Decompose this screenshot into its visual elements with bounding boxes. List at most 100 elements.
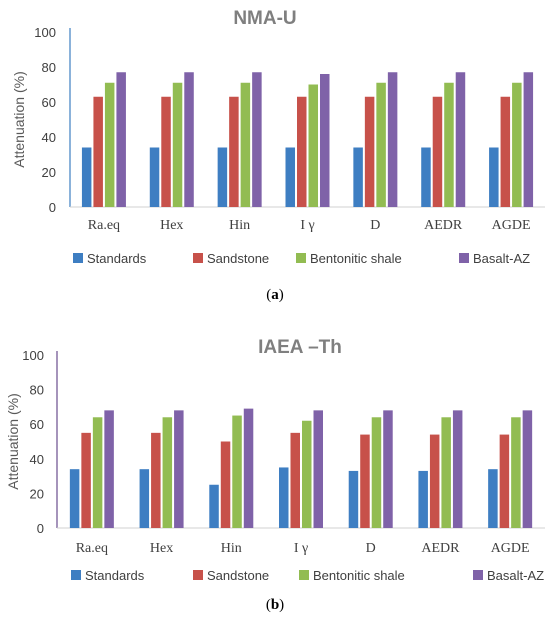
chart-a-y-tick-20: 20 — [42, 165, 56, 180]
chart-a-legend-label-3: Bentonitic shale — [310, 251, 402, 266]
chart-a-bar-4-1 — [116, 72, 126, 207]
chart-b-bar-1-6 — [418, 470, 428, 528]
chart-a-bar-1-5 — [353, 147, 363, 207]
chart-b-title: IAEA –Th — [258, 337, 342, 358]
chart-a-bar-4-3 — [252, 72, 262, 207]
chart-b-bar-2-7 — [499, 434, 510, 528]
chart-b-legend-label-3: Bentonitic shale — [313, 568, 405, 583]
chart-a-y-tick-100: 100 — [34, 25, 56, 40]
chart-b-x-tick-2: Hex — [150, 541, 173, 556]
chart-a-bar-1-1 — [81, 147, 92, 207]
chart-a-bar-4-2 — [184, 72, 194, 207]
chart-b-legend-swatch-1 — [71, 570, 81, 580]
chart-b-y-tick-80: 80 — [30, 383, 44, 398]
chart-a-bar-4-7 — [523, 72, 534, 207]
chart-b-bar-2-1 — [81, 432, 91, 528]
chart-b-bar-2-2 — [151, 432, 161, 528]
chart-a-x-tick-4: I γ — [300, 218, 314, 233]
chart-a-bar-3-5 — [376, 82, 386, 207]
chart-b-x-tick-5: D — [366, 541, 376, 556]
chart-b-bar-4-3 — [243, 408, 254, 528]
chart-b-svg: IAEA –Th Attenuation (%) 0 20 40 60 80 100 Ra.eq… — [5, 337, 545, 583]
chart-b-x-tick-3: Hin — [221, 541, 242, 556]
chart-b-y-tick-60: 60 — [30, 417, 44, 432]
chart-a-y-tick-0: 0 — [49, 200, 56, 215]
chart-a-bar-1-2 — [149, 147, 160, 207]
chart-a-bar-3-7 — [512, 82, 522, 207]
chart-b-bar-4-6 — [452, 410, 463, 528]
chart-a-bar-1-6 — [421, 147, 431, 207]
chart-b-bar-1-4 — [279, 467, 289, 528]
chart-b-bar-3-6 — [441, 417, 451, 528]
chart-a-bar-2-6 — [432, 96, 443, 207]
chart-b-bar-4-1 — [104, 410, 114, 528]
chart-b-bar-2-6 — [429, 434, 440, 528]
chart-b-bar-4-4 — [313, 410, 323, 528]
chart-b-bar-3-5 — [371, 417, 382, 528]
subfigure-label-b: (b) — [265, 597, 285, 613]
chart-a-bar-3-4 — [308, 84, 318, 207]
chart-a-bar-2-2 — [161, 96, 171, 207]
chart-b-x-tick-4: I γ — [294, 541, 308, 556]
chart-b-legend-swatch-2 — [193, 570, 203, 580]
chart-b-bar-2-4 — [290, 432, 300, 528]
chart-a-x-tick-6: AEDR — [424, 218, 463, 233]
chart-a-legend-swatch-4 — [459, 253, 469, 263]
chart-b-bar-4-7 — [522, 410, 533, 528]
chart-a-y-tick-40: 40 — [42, 130, 56, 145]
chart-b-bar-1-1 — [69, 469, 80, 528]
chart-b-y-axis-label: Attenuation (%) — [5, 393, 21, 490]
chart-a-bar-2-5 — [364, 96, 375, 207]
chart-b-y-tick-0: 0 — [37, 521, 44, 536]
chart-a-bar-4-6 — [455, 72, 466, 207]
chart-b-bar-3-1 — [92, 417, 103, 528]
chart-a-bar-1-7 — [489, 147, 499, 207]
chart-b-bar-1-5 — [348, 470, 359, 528]
chart-a-title: NMA-U — [233, 8, 296, 29]
chart-a-x-tick-7: AGDE — [492, 218, 531, 233]
chart-a-bar-3-2 — [172, 82, 183, 207]
chart-a-legend-swatch-3 — [296, 253, 306, 263]
chart-b-legend-label-4: Basalt-AZ — [487, 568, 544, 583]
chart-a-bar-1-4 — [285, 147, 295, 207]
chart-a-bar-4-4 — [320, 74, 330, 207]
chart-b-bar-1-3 — [209, 484, 219, 528]
chart-b-x-tick-6: AEDR — [421, 541, 460, 556]
chart-a-svg: NMA-U Attenuation (%) 0 20 40 60 80 100 Ra.eq Hex… — [11, 8, 545, 266]
chart-b-bar-3-7 — [511, 417, 521, 528]
chart-a-bar-2-4 — [297, 96, 307, 207]
chart-b-bar-3-3 — [232, 415, 242, 528]
chart-b-x-tick-7: AGDE — [491, 541, 530, 556]
chart-a-bar-1-3 — [217, 147, 228, 207]
chart-a-x-tick-3: Hin — [229, 218, 250, 233]
chart-b-bar-4-5 — [383, 410, 393, 528]
chart-b-bar-2-3 — [220, 441, 231, 528]
chart-panel-b: IAEA –Th Attenuation (%) 0 20 40 60 80 100 Ra.eq… — [0, 325, 550, 610]
chart-a-y-axis-label: Attenuation (%) — [11, 71, 27, 168]
chart-a-bar-3-6 — [444, 82, 454, 207]
chart-a-legend-swatch-2 — [193, 253, 203, 263]
chart-b-legend-swatch-4 — [473, 570, 483, 580]
chart-a-x-tick-5: D — [370, 218, 380, 233]
chart-b-bar-2-5 — [360, 434, 370, 528]
chart-b-legend-label-2: Sandstone — [207, 568, 269, 583]
chart-a-legend-label-2: Sandstone — [207, 251, 269, 266]
chart-a-bar-4-5 — [387, 72, 398, 207]
chart-b-bar-3-2 — [162, 417, 173, 528]
chart-a-bar-2-3 — [229, 96, 239, 207]
chart-a-bar-2-7 — [500, 96, 511, 207]
chart-a-bar-3-1 — [104, 82, 115, 207]
chart-b-bar-1-7 — [488, 469, 498, 528]
chart-a-legend-swatch-1 — [73, 253, 83, 263]
chart-a-x-tick-1: Ra.eq — [88, 218, 120, 233]
chart-a-y-tick-60: 60 — [42, 95, 56, 110]
chart-b-legend-label-1: Standards — [85, 568, 145, 583]
chart-b-bar-4-2 — [174, 410, 184, 528]
chart-b-bar-3-4 — [302, 420, 312, 528]
chart-a-x-tick-2: Hex — [160, 218, 183, 233]
chart-panel-a: NMA-U Attenuation (%) 0 20 40 60 80 100 Ra.eq Hex… — [0, 0, 550, 300]
chart-b-x-tick-1: Ra.eq — [76, 541, 108, 556]
subfigure-label-a: (a) — [266, 287, 284, 303]
chart-b-bar-1-2 — [139, 469, 150, 528]
chart-b-legend-swatch-3 — [299, 570, 309, 580]
